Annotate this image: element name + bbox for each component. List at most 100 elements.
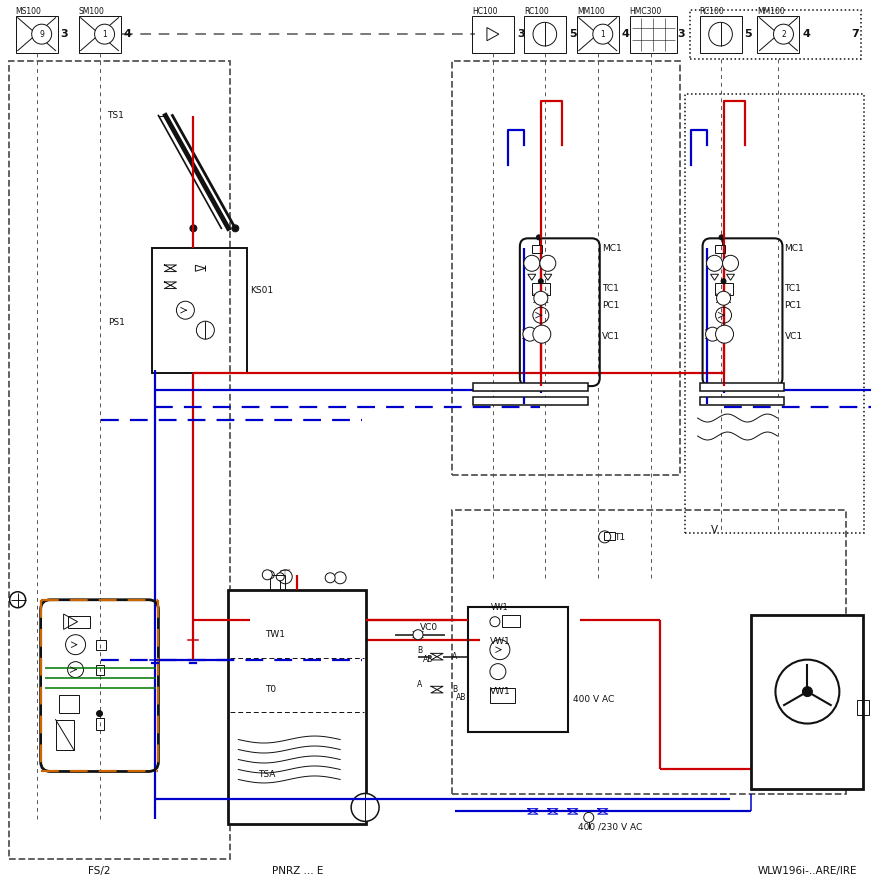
Circle shape	[413, 630, 423, 640]
Bar	[690, 10, 862, 58]
Bar	[96, 665, 104, 674]
Bar	[56, 720, 73, 750]
Text: B: B	[417, 646, 422, 655]
Text: PC1: PC1	[602, 301, 619, 310]
Polygon shape	[544, 274, 552, 281]
Text: 400 V AC: 400 V AC	[573, 695, 614, 704]
Circle shape	[723, 255, 739, 272]
Bar	[96, 718, 104, 729]
Bar	[153, 249, 248, 373]
Text: RC100: RC100	[524, 7, 548, 16]
Text: HMC300: HMC300	[630, 7, 662, 16]
Text: B: B	[452, 685, 457, 694]
Circle shape	[31, 24, 51, 44]
Text: PS1: PS1	[108, 318, 126, 327]
Text: MM100: MM100	[758, 7, 786, 16]
Text: VC1: VC1	[785, 332, 802, 341]
Text: KS01: KS01	[250, 286, 274, 295]
Circle shape	[706, 255, 723, 272]
Bar	[473, 397, 588, 405]
Text: 3: 3	[517, 29, 524, 39]
Bar	[752, 615, 863, 789]
Circle shape	[325, 573, 335, 583]
Text: VW1: VW1	[490, 637, 511, 646]
Circle shape	[97, 711, 103, 717]
Text: A: A	[417, 680, 422, 689]
Text: RC100: RC100	[699, 7, 725, 16]
Circle shape	[717, 291, 731, 305]
Circle shape	[334, 572, 346, 584]
Circle shape	[721, 279, 726, 284]
Bar	[576, 16, 619, 52]
Circle shape	[351, 794, 379, 821]
Text: VW1: VW1	[491, 604, 508, 612]
Bar	[714, 283, 732, 296]
Bar	[16, 16, 58, 52]
Text: MM100: MM100	[576, 7, 604, 16]
Circle shape	[540, 255, 555, 272]
Text: TSA: TSA	[258, 770, 276, 779]
Text: 3: 3	[60, 29, 68, 39]
Bar	[78, 16, 120, 52]
Text: 9: 9	[39, 30, 44, 39]
Text: TW1: TW1	[265, 630, 285, 639]
Text: 400 /230 V AC: 400 /230 V AC	[578, 823, 642, 832]
Circle shape	[705, 327, 719, 341]
Circle shape	[10, 592, 25, 608]
Polygon shape	[487, 27, 499, 41]
Text: MS100: MS100	[16, 7, 42, 16]
Text: VC0: VC0	[420, 623, 438, 632]
Text: FS/2: FS/2	[88, 866, 111, 876]
Bar	[524, 16, 566, 52]
Bar	[685, 94, 864, 533]
Bar	[714, 245, 725, 253]
Circle shape	[276, 573, 284, 581]
Text: 4: 4	[802, 29, 810, 39]
Text: 4: 4	[622, 29, 630, 39]
Bar	[532, 245, 542, 253]
Text: SM100: SM100	[78, 7, 105, 16]
Text: VC1: VC1	[602, 332, 620, 341]
Polygon shape	[64, 614, 78, 629]
Circle shape	[593, 24, 613, 44]
Bar	[490, 688, 514, 703]
Text: A: A	[452, 652, 457, 661]
Bar	[532, 283, 550, 296]
Text: MC1: MC1	[602, 243, 622, 253]
Text: 5: 5	[745, 29, 753, 39]
Text: PC1: PC1	[785, 301, 802, 310]
Text: 1: 1	[601, 30, 605, 39]
Bar	[9, 60, 230, 859]
Circle shape	[533, 22, 556, 46]
Text: WLW196i-..ARE/IRE: WLW196i-..ARE/IRE	[758, 866, 857, 876]
Bar	[699, 397, 785, 405]
Circle shape	[278, 570, 292, 584]
Text: V: V	[711, 525, 719, 535]
Text: TC1: TC1	[602, 284, 618, 293]
Circle shape	[716, 325, 733, 343]
Circle shape	[773, 24, 794, 44]
Text: VW1: VW1	[490, 687, 511, 696]
Bar	[502, 615, 520, 627]
Polygon shape	[711, 274, 719, 281]
Bar	[228, 589, 366, 825]
Text: AB: AB	[423, 655, 433, 664]
Circle shape	[709, 22, 732, 46]
Circle shape	[533, 325, 551, 343]
Text: 2: 2	[781, 30, 786, 39]
Bar	[699, 383, 785, 391]
Text: MC1: MC1	[785, 243, 804, 253]
Circle shape	[524, 255, 540, 272]
Bar	[472, 16, 514, 52]
Bar	[473, 383, 588, 391]
Circle shape	[523, 327, 537, 341]
Polygon shape	[726, 274, 734, 281]
Bar	[468, 607, 568, 732]
Circle shape	[719, 235, 724, 240]
Bar	[699, 16, 741, 52]
Bar	[452, 60, 679, 475]
Text: 5: 5	[569, 29, 576, 39]
Bar	[96, 640, 106, 650]
Text: 4: 4	[124, 29, 132, 39]
Bar	[603, 532, 615, 540]
